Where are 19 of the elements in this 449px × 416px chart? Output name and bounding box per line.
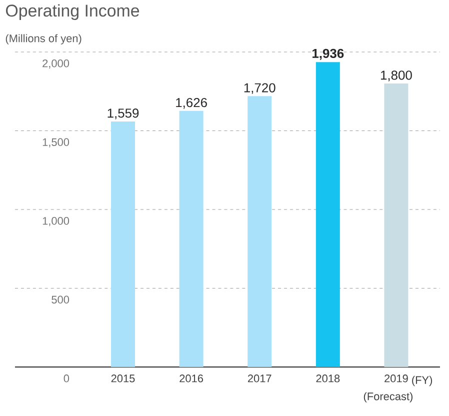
x-tick-label: 2015 — [111, 374, 135, 382]
x-tick-label: 2016 — [180, 374, 204, 382]
x-tick-label: 2018 — [316, 374, 340, 382]
data-label: 1,720 — [244, 83, 276, 94]
data-label: 1,626 — [176, 98, 207, 109]
y-tick-label: 500 — [52, 296, 70, 304]
y-tick-label: 1,500 — [42, 138, 70, 148]
x-axis-title: (FY) — [412, 376, 432, 386]
y-tick-label: 0 — [64, 374, 70, 382]
data-label: 1,800 — [380, 70, 412, 82]
y-tick-label: 2,000 — [42, 60, 70, 69]
x-tick-label: 2017 — [248, 374, 272, 382]
y-tick-label: 1,000 — [42, 217, 70, 226]
text: (Forecast) — [364, 392, 412, 402]
x-tick-label: 2019 — [384, 374, 408, 382]
y-axis-title: (Millions of yen) — [6, 34, 82, 44]
data-label: 1,559 — [108, 108, 139, 120]
chart-title: Operating Income — [6, 4, 140, 20]
data-label: 1,936 — [312, 48, 344, 60]
